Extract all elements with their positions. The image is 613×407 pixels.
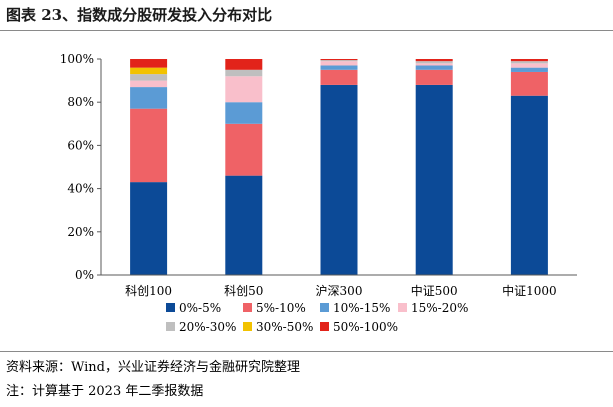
y-tick-label: 60%: [67, 138, 94, 152]
legend-label: 10%-15%: [333, 301, 390, 315]
bar-segment: [415, 59, 453, 62]
bar-segment: [225, 123, 263, 176]
bar-group: [130, 59, 548, 275]
title-divider: [0, 30, 613, 31]
stacked-bar-chart: 0% 20% 40% 60% 80% 100% 科创100 科创50 沪深300 中证500 中证…: [60, 52, 577, 334]
legend-label: 15%-20%: [411, 301, 468, 315]
bar-segment: [415, 84, 453, 275]
bar-segment: [320, 69, 358, 85]
bar-segment: [130, 80, 168, 88]
footnote: 注：计算基于 2023 年二季报数据: [6, 384, 204, 399]
bar-segment: [225, 76, 263, 103]
legend-swatch: [320, 322, 329, 331]
legend-label: 50%-100%: [333, 320, 398, 334]
bar-segment: [130, 182, 168, 275]
bar-segment: [510, 71, 548, 96]
bar-segment: [415, 63, 453, 66]
y-tick-label: 100%: [60, 52, 94, 66]
legend-swatch: [243, 322, 252, 331]
bar-segment: [415, 69, 453, 85]
y-tick-label: 40%: [67, 182, 94, 196]
x-category-label: 沪深300: [316, 284, 363, 298]
y-tick-label: 0%: [75, 268, 94, 282]
bar-segment: [415, 61, 453, 64]
bar-segment: [320, 65, 358, 70]
y-axis: 0% 20% 40% 60% 80% 100%: [60, 52, 102, 282]
bar-segment: [130, 59, 168, 68]
bar-segment: [415, 65, 453, 70]
bar-segment: [225, 175, 263, 275]
bar-segment: [130, 67, 168, 75]
legend-swatch: [166, 303, 175, 312]
legend-label: 30%-50%: [256, 320, 313, 334]
bar-segment: [320, 61, 358, 66]
legend-swatch: [166, 322, 175, 331]
y-tick-label: 20%: [67, 225, 94, 239]
bar-segment: [225, 59, 263, 70]
source-divider: [0, 351, 613, 352]
bar-segment: [510, 59, 548, 62]
legend-swatch: [243, 303, 252, 312]
bar-segment: [225, 102, 263, 124]
bar-segment: [510, 63, 548, 68]
x-category-label: 科创50: [224, 284, 263, 298]
bar-segment: [225, 69, 263, 77]
y-tick-label: 80%: [67, 95, 94, 109]
legend-swatch: [398, 303, 407, 312]
bar-segment: [510, 61, 548, 64]
x-category-label: 中证500: [411, 283, 458, 298]
source-note: 资料来源：Wind，兴业证券经济与金融研究院整理: [6, 360, 300, 375]
bar-segment: [130, 74, 168, 81]
legend-label: 20%-30%: [179, 320, 236, 334]
chart-title: 图表 23、指数成分股研发投入分布对比: [6, 6, 273, 24]
legend-label: 5%-10%: [256, 301, 306, 315]
x-axis: 科创100 科创50 沪深300 中证500 中证1000: [101, 274, 577, 298]
legend: 0%-5% 5%-10% 10%-15% 15%-20% 20%-30% 30%-50% 5…: [166, 301, 468, 334]
x-category-label: 科创100: [125, 284, 172, 298]
bar-segment: [320, 84, 358, 275]
bar-segment: [320, 59, 358, 61]
bar-segment: [130, 108, 168, 183]
bar-segment: [510, 67, 548, 72]
x-category-label: 中证1000: [502, 283, 557, 298]
bar-segment: [130, 87, 168, 109]
bar-segment: [320, 60, 358, 62]
legend-swatch: [320, 303, 329, 312]
bar-segment: [510, 95, 548, 275]
legend-label: 0%-5%: [179, 301, 221, 315]
